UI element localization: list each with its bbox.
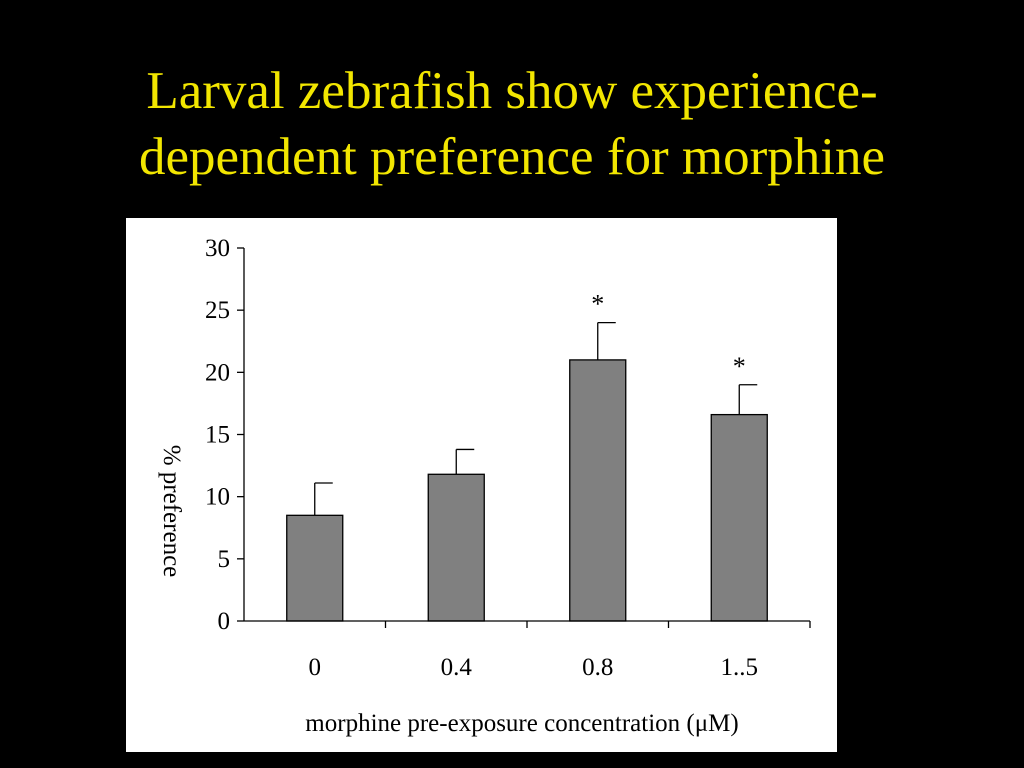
y-tick-label: 10 <box>205 484 230 511</box>
y-tick-label: 0 <box>218 608 231 635</box>
x-axis-title: morphine pre-exposure concentration (μM) <box>305 710 738 737</box>
y-tick-label: 25 <box>205 297 230 324</box>
y-axis-title: % preference <box>158 445 185 578</box>
y-tick-label: 20 <box>205 359 230 386</box>
significance-markers: ** <box>591 290 746 381</box>
bar <box>710 413 768 622</box>
bars <box>286 359 768 622</box>
bar <box>286 514 344 622</box>
significance-asterisk: * <box>733 352 746 381</box>
significance-asterisk: * <box>591 290 604 319</box>
y-tick-label: 15 <box>205 422 230 449</box>
title-line-1: Larval zebrafish show experience- <box>146 62 878 120</box>
x-tick-label: 0 <box>309 654 322 681</box>
x-tick-label: 1..5 <box>721 654 759 681</box>
bar <box>569 359 627 622</box>
y-axis-ticks: 0 5 10 15 20 25 30 <box>205 235 244 635</box>
bar <box>427 473 485 622</box>
error-bars <box>314 321 758 516</box>
x-tick-label: 0.4 <box>441 654 473 681</box>
chart-panel: 0 5 10 15 20 25 30 0 0.4 0.8 1..5 * * % preference… <box>126 218 837 752</box>
slide-title: Larval zebrafish show experience- depend… <box>0 58 1024 190</box>
y-tick-label: 30 <box>205 235 230 262</box>
title-line-2: dependent preference for morphine <box>138 128 886 186</box>
axes <box>243 248 811 628</box>
x-tick-label: 0.8 <box>582 654 613 681</box>
x-axis-labels: 0 0.4 0.8 1..5 <box>309 654 759 681</box>
y-tick-label: 5 <box>218 546 231 573</box>
